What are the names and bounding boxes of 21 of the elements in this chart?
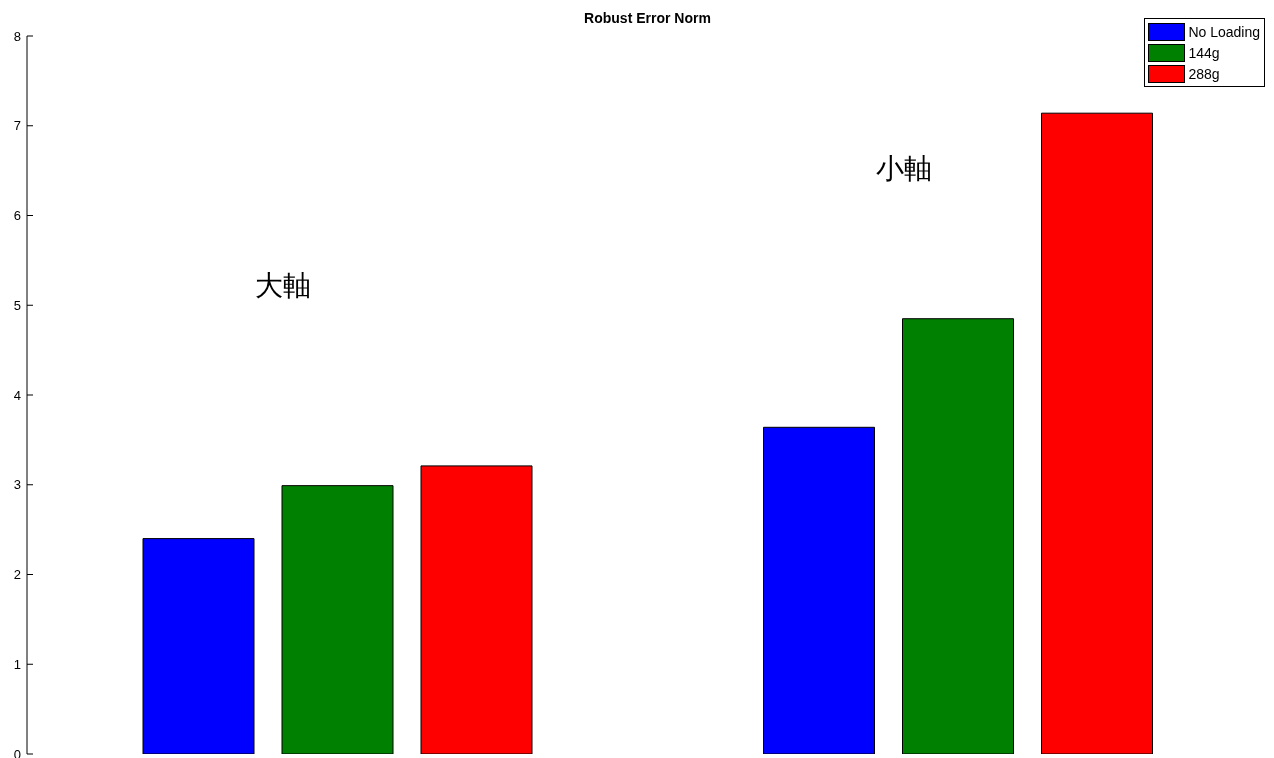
chart-title: Robust Error Norm xyxy=(584,10,711,26)
legend-label: No Loading xyxy=(1188,23,1260,40)
bar xyxy=(1041,112,1153,754)
y-tick-label: 0 xyxy=(13,746,21,758)
legend-label: 144g xyxy=(1188,44,1220,61)
legend-label: 288g xyxy=(1188,65,1220,82)
y-tick-label: 3 xyxy=(13,477,21,493)
y-tick-label: 4 xyxy=(13,387,21,403)
y-tick-label: 7 xyxy=(13,118,21,134)
y-tick-label: 1 xyxy=(13,656,21,672)
bar xyxy=(142,538,255,754)
y-tick-label: 8 xyxy=(13,28,21,44)
bar xyxy=(902,318,1014,754)
y-tick-label: 6 xyxy=(13,208,21,224)
bar xyxy=(281,485,394,754)
y-tick-label: 5 xyxy=(13,297,21,313)
bar xyxy=(763,426,875,754)
y-tick-label: 2 xyxy=(13,567,21,583)
bar xyxy=(420,465,533,754)
annotation: 小軸 xyxy=(875,151,932,187)
annotation: 大軸 xyxy=(255,268,312,304)
